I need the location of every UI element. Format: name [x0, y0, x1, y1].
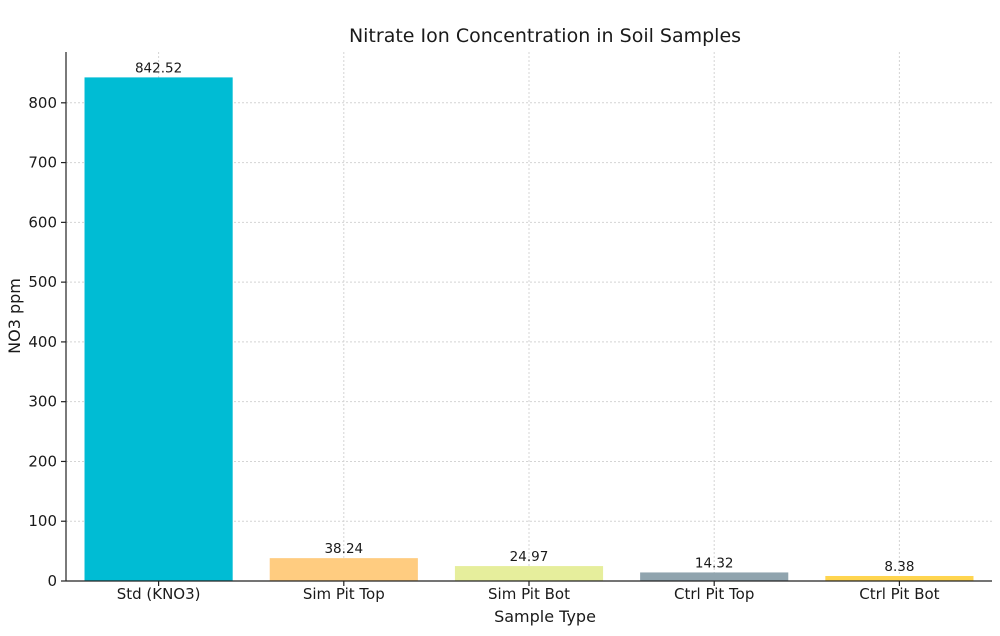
y-tick-label: 600	[28, 213, 57, 231]
bar-value-label: 38.24	[324, 541, 363, 557]
y-tick-label: 400	[28, 333, 57, 351]
chart-title: Nitrate Ion Concentration in Soil Sample…	[349, 25, 741, 47]
axes	[61, 52, 992, 586]
bar	[640, 572, 789, 581]
y-tick-label: 200	[28, 452, 57, 470]
bar-value-label: 24.97	[510, 549, 549, 565]
y-tick-label: 800	[28, 94, 57, 112]
y-tick-label: 0	[47, 572, 57, 590]
x-tick-label: Ctrl Pit Bot	[859, 585, 939, 603]
x-tick-label: Sim Pit Bot	[488, 585, 570, 603]
bar-value-label: 842.52	[135, 60, 182, 76]
x-tick-label: Sim Pit Top	[303, 585, 385, 603]
x-axis-label: Sample Type	[494, 607, 596, 626]
y-tick-label: 700	[28, 154, 57, 172]
y-tick-label: 100	[28, 512, 57, 530]
bar	[269, 558, 418, 581]
x-tick-label: Std (KNO3)	[117, 585, 201, 603]
bar-value-label: 8.38	[884, 559, 914, 575]
data-labels: 842.52 38.24 24.97 14.32 8.38	[135, 60, 914, 575]
y-axis-label: NO3 ppm	[5, 278, 24, 354]
bar	[454, 566, 604, 581]
bar-value-label: 14.32	[695, 555, 734, 571]
y-tick-label: 500	[28, 273, 57, 291]
tick-labels: 0 100 200 300 400 500 600 700 800 Std (KNO3) Sim P…	[28, 94, 939, 603]
bar	[84, 77, 233, 581]
bars	[84, 77, 974, 581]
y-tick-label: 300	[28, 393, 57, 411]
bar	[825, 575, 974, 581]
x-tick-label: Ctrl Pit Top	[674, 585, 754, 603]
